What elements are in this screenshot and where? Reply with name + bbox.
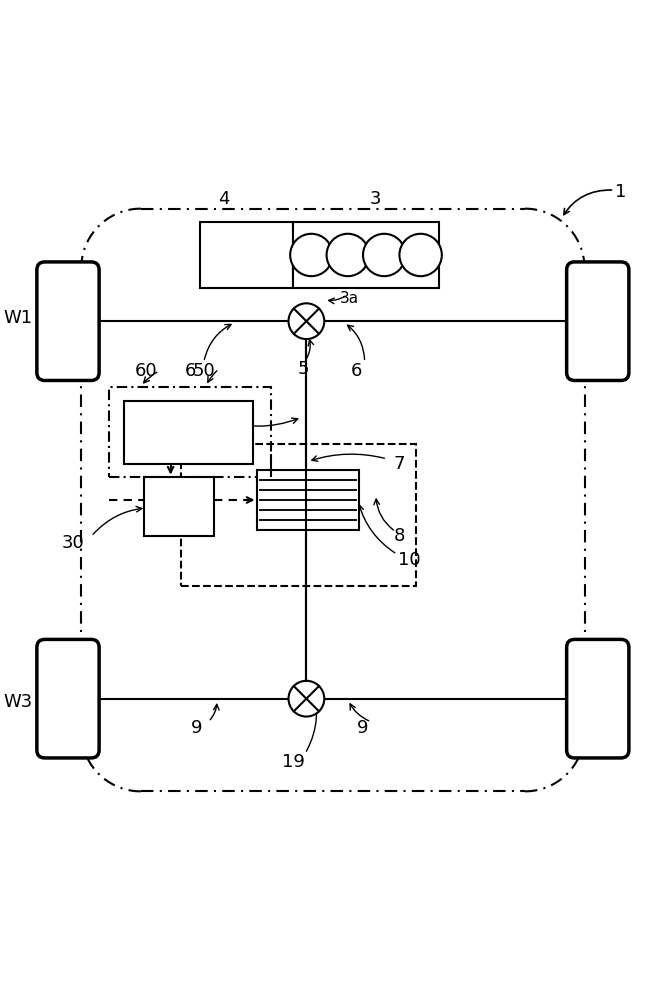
- FancyBboxPatch shape: [293, 222, 439, 288]
- Text: W1: W1: [4, 309, 33, 327]
- FancyBboxPatch shape: [37, 262, 99, 380]
- Text: 9: 9: [191, 719, 203, 737]
- Circle shape: [289, 303, 324, 339]
- Circle shape: [290, 234, 333, 276]
- Circle shape: [400, 234, 442, 276]
- Text: 9: 9: [357, 719, 369, 737]
- Text: 6: 6: [351, 362, 362, 380]
- Circle shape: [327, 234, 369, 276]
- Text: 60: 60: [135, 362, 157, 380]
- Text: 30: 30: [62, 534, 84, 552]
- Text: 5: 5: [297, 360, 309, 378]
- Text: 50: 50: [193, 362, 215, 380]
- Text: W3: W3: [4, 693, 33, 711]
- Circle shape: [363, 234, 406, 276]
- Text: W4: W4: [593, 693, 622, 711]
- Text: 6: 6: [185, 362, 196, 380]
- FancyBboxPatch shape: [566, 639, 629, 758]
- FancyBboxPatch shape: [201, 222, 293, 288]
- Text: 20: 20: [169, 415, 192, 433]
- FancyBboxPatch shape: [124, 401, 254, 464]
- Text: 10: 10: [398, 551, 420, 569]
- Text: 19: 19: [282, 753, 305, 771]
- FancyBboxPatch shape: [257, 470, 359, 530]
- Text: W2: W2: [593, 309, 622, 327]
- FancyBboxPatch shape: [37, 639, 99, 758]
- Text: 4WD-ECU: 4WD-ECU: [153, 426, 226, 441]
- Circle shape: [289, 681, 324, 717]
- Text: 3a: 3a: [340, 291, 359, 306]
- Text: 1: 1: [616, 183, 627, 201]
- Text: 7: 7: [393, 455, 405, 473]
- FancyBboxPatch shape: [144, 477, 214, 536]
- Text: 3: 3: [370, 190, 382, 208]
- FancyBboxPatch shape: [566, 262, 629, 380]
- Text: 4: 4: [218, 190, 229, 208]
- Text: 8: 8: [393, 527, 405, 545]
